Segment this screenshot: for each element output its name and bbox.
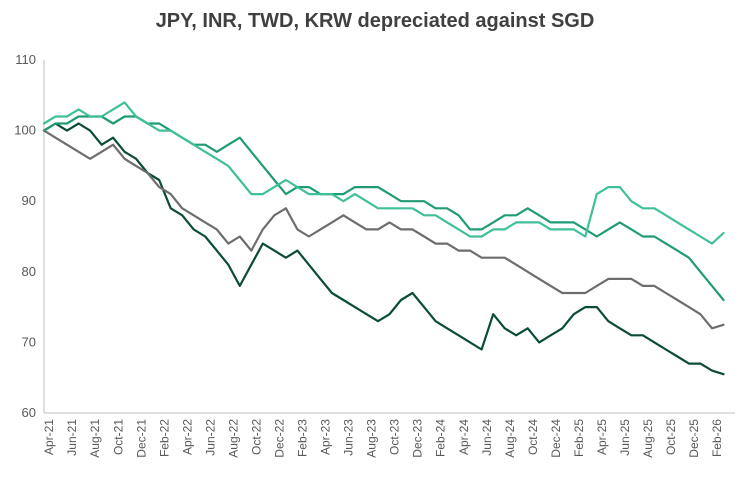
x-tick-label: Dec-21: [134, 419, 148, 458]
x-tick-label: Apr-23: [319, 419, 333, 455]
x-tick-label: Jun-23: [342, 419, 356, 456]
x-tick-label: Jun-25: [618, 419, 632, 456]
y-axis: 60 70 80 90 100 110: [14, 52, 45, 420]
x-tick-label: Dec-25: [687, 419, 701, 458]
x-tick-label: Feb-25: [572, 419, 586, 457]
x-tick-label: Feb-26: [710, 419, 724, 457]
y-tick-label: 110: [15, 52, 36, 67]
x-tick-label: Feb-23: [296, 419, 310, 457]
y-tick-label: 60: [22, 405, 36, 420]
x-tick-label: Feb-22: [157, 419, 171, 457]
x-tick-label: Apr-21: [42, 419, 56, 455]
x-tick-label: Aug-25: [641, 419, 655, 458]
x-tick-label: Dec-22: [273, 419, 287, 458]
x-tick-label: Jun-21: [65, 419, 79, 456]
y-tick-label: 90: [22, 193, 36, 208]
x-tick-label: Jun-24: [480, 419, 494, 456]
x-tick-label: Oct-23: [388, 419, 402, 455]
x-tick-label: Apr-22: [180, 419, 194, 455]
series-line-4: [42, 101, 725, 245]
x-tick-label: Dec-24: [549, 419, 563, 458]
x-tick-label: Oct-24: [526, 419, 540, 455]
x-tick-label: Feb-24: [434, 419, 448, 457]
x-tick-label: Aug-22: [226, 419, 240, 458]
x-tick-label: Jun-22: [203, 419, 217, 456]
x-tick-label: Oct-22: [249, 419, 263, 455]
series-line-2: [42, 129, 725, 330]
series-line-1: [42, 122, 725, 376]
x-tick-label: Aug-21: [88, 419, 102, 458]
x-tick-label: Apr-24: [457, 419, 471, 455]
series-line-3: [42, 115, 725, 302]
x-tick-label: Aug-23: [365, 419, 379, 458]
x-axis: Apr-21 Jun-21 Aug-21 Oct-21 Dec-21 Feb-22 Apr-…: [42, 412, 735, 458]
y-tick-label: 70: [22, 334, 36, 349]
x-tick-label: Dec-23: [411, 419, 425, 458]
series-layer: [42, 101, 725, 376]
y-tick-label: 100: [14, 123, 36, 138]
x-tick-label: Apr-25: [595, 419, 609, 455]
x-tick-label: Aug-24: [503, 419, 517, 458]
chart-title: JPY, INR, TWD, KRW depreciated against S…: [155, 10, 595, 32]
x-tick-label: Oct-25: [664, 419, 678, 455]
x-tick-label: Oct-21: [111, 419, 125, 455]
y-tick-label: 80: [22, 264, 36, 279]
